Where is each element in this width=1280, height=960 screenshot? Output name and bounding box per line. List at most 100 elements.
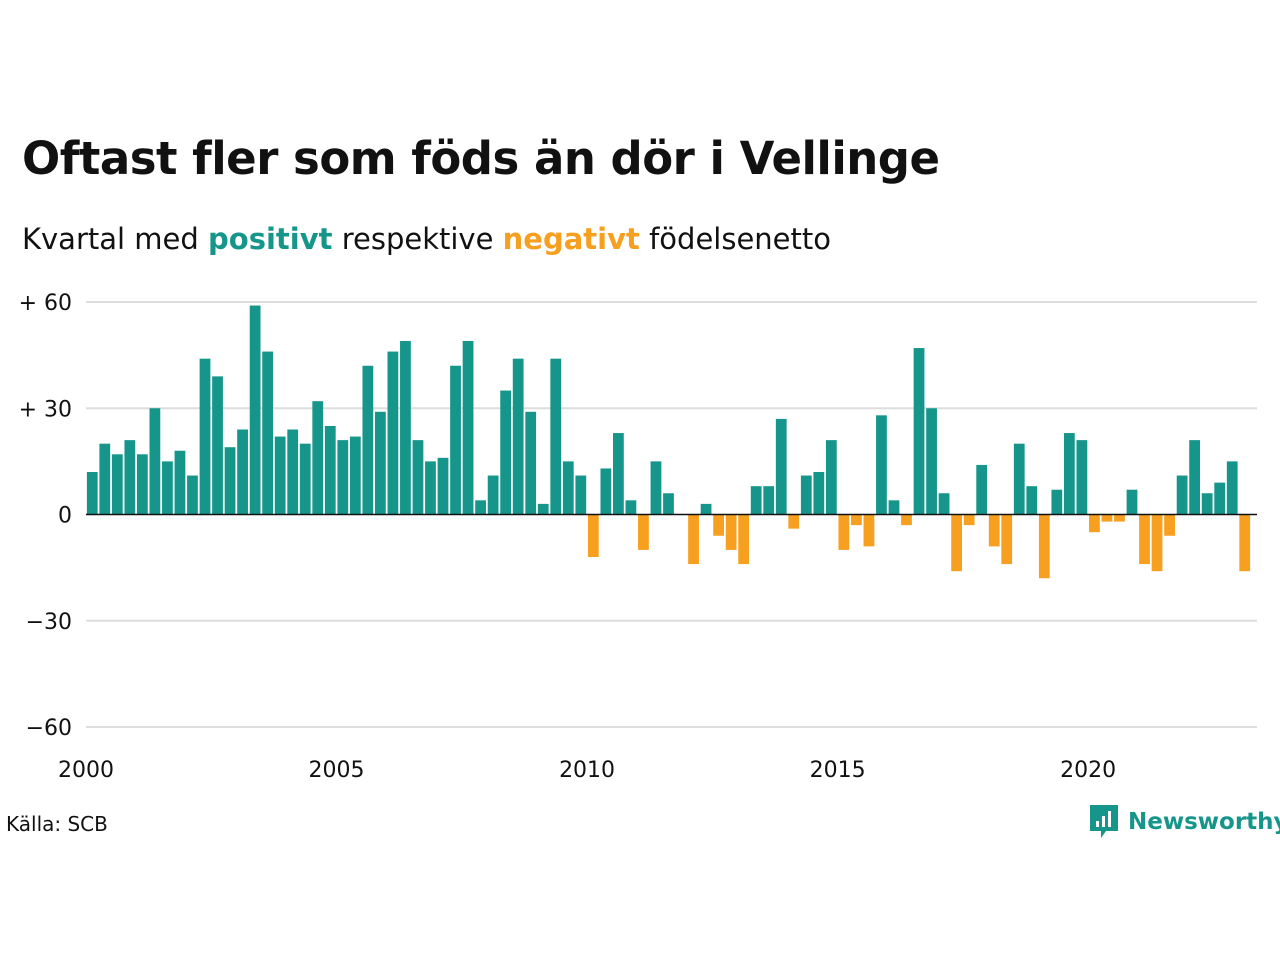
x-tick-label: 2015: [810, 758, 866, 783]
bar-positive: [262, 351, 274, 515]
brand-name: Newsworthy: [1128, 809, 1280, 835]
bar-positive: [1226, 461, 1238, 515]
bar-positive: [913, 348, 925, 515]
bar-positive: [274, 436, 286, 515]
bar-negative: [851, 514, 862, 526]
x-tick-label: 2005: [309, 758, 365, 783]
bar-positive: [525, 411, 537, 515]
bar-positive: [149, 408, 161, 515]
bars-layer: [86, 305, 1251, 579]
bar-positive: [976, 464, 988, 515]
bar-negative: [951, 514, 962, 572]
bar-negative: [725, 514, 737, 550]
bar-positive: [400, 340, 411, 515]
source-note: Källa: SCB: [6, 812, 108, 836]
bar-negative: [1164, 514, 1175, 536]
bar-negative: [1038, 514, 1050, 579]
bar-negative: [963, 514, 975, 526]
bar-positive: [512, 358, 524, 515]
bar-negative: [638, 514, 649, 550]
bar-positive: [1214, 482, 1226, 515]
subtitle-negative: negativt: [502, 222, 640, 256]
bar-positive: [650, 461, 662, 515]
bar-positive: [775, 418, 787, 515]
bar-positive: [249, 305, 261, 515]
bar-positive: [763, 486, 775, 515]
y-tick-label: + 60: [19, 291, 72, 316]
bar-positive: [174, 450, 186, 515]
bar-positive: [349, 436, 361, 515]
grid-layer: [86, 301, 1257, 728]
bar-negative: [1089, 514, 1100, 533]
x-tick-label: 2020: [1060, 758, 1116, 783]
x-tick-label: 2000: [58, 758, 114, 783]
bar-negative: [713, 514, 724, 536]
bar-positive: [613, 433, 624, 515]
chart-subtitle: Kvartal med positivt respektive negativt…: [22, 222, 831, 256]
bar-positive: [888, 500, 900, 515]
bar-positive: [487, 475, 499, 515]
y-tick-label: + 30: [19, 397, 72, 422]
bar-positive: [187, 475, 198, 515]
bar-positive: [1051, 489, 1063, 515]
bar-positive: [224, 447, 236, 515]
y-tick-label: −30: [26, 610, 72, 635]
bar-positive: [938, 493, 950, 515]
bar-positive: [1063, 433, 1075, 515]
bar-positive: [813, 472, 825, 515]
bar-positive: [462, 340, 474, 515]
bar-positive: [162, 461, 173, 515]
bar-positive: [800, 475, 812, 515]
subtitle-part-5: födelsenetto: [649, 222, 831, 256]
bar-positive: [1176, 475, 1188, 515]
bar-negative: [1151, 514, 1163, 572]
subtitle-part-3: respektive: [341, 222, 494, 256]
bar-positive: [312, 401, 324, 515]
bar-negative: [988, 514, 1000, 547]
bar-positive: [926, 408, 937, 515]
bar-positive: [575, 475, 587, 515]
subtitle-positive: positivt: [208, 222, 333, 256]
bar-positive: [1026, 486, 1038, 515]
bar-negative: [863, 514, 875, 547]
bar-positive: [99, 443, 111, 515]
bar-positive: [750, 486, 762, 515]
bar-negative: [738, 514, 750, 565]
bar-negative: [1001, 514, 1013, 565]
y-tick-label: −60: [26, 716, 72, 741]
bar-positive: [299, 443, 311, 515]
bar-positive: [700, 503, 712, 515]
bar-positive: [663, 493, 674, 515]
bar-negative: [587, 514, 599, 557]
bar-positive: [1189, 440, 1201, 515]
bar-positive: [324, 425, 336, 515]
brand[interactable]: Newsworthy: [1088, 803, 1280, 841]
bar-positive: [124, 440, 136, 515]
bar-positive: [212, 376, 223, 515]
bar-positive: [625, 500, 637, 515]
bar-positive: [1201, 493, 1213, 515]
bar-positive: [111, 454, 123, 515]
bar-negative: [788, 514, 800, 529]
bar-positive: [387, 351, 399, 515]
chart-title: Oftast fler som föds än dör i Vellinge: [22, 132, 940, 185]
x-tick-label: 2010: [559, 758, 615, 783]
birth-surplus-bar-chart: + 60 + 30 0 −30 −60 2000 2005 2010 2015 2020: [19, 291, 1257, 783]
bar-positive: [337, 440, 349, 515]
bar-positive: [1126, 489, 1138, 515]
bar-positive: [876, 415, 887, 515]
subtitle-part-1: Kvartal med: [22, 222, 199, 256]
bar-positive: [362, 365, 374, 515]
bar-positive: [537, 503, 549, 515]
bar-positive: [550, 358, 562, 515]
bar-negative: [1139, 514, 1150, 565]
axis-layer: + 60 + 30 0 −30 −60 2000 2005 2010 2015 2020: [19, 291, 1257, 783]
bar-negative: [1239, 514, 1251, 572]
bar-positive: [500, 390, 512, 515]
bar-negative: [838, 514, 850, 550]
bar-positive: [1013, 443, 1025, 515]
bar-positive: [199, 358, 211, 515]
bar-positive: [287, 429, 299, 515]
bar-positive: [425, 461, 436, 515]
bar-positive: [562, 461, 574, 515]
